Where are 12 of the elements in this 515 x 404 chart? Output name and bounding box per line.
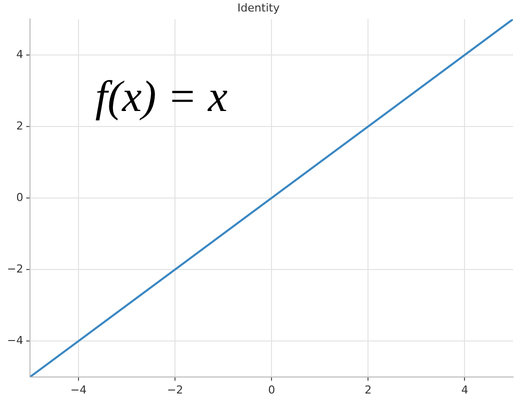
y-tick-label: −2 bbox=[6, 262, 24, 276]
x-tick-label: 2 bbox=[364, 383, 372, 396]
x-tick-label: −2 bbox=[166, 383, 184, 396]
x-tick-label: −4 bbox=[70, 383, 87, 396]
chart-title: Identity bbox=[237, 1, 280, 14]
y-tick-label: 2 bbox=[16, 119, 24, 132]
y-tick-label: −4 bbox=[6, 334, 24, 347]
annotation: f(x) = x bbox=[95, 72, 228, 122]
x-tick-label: 0 bbox=[268, 383, 276, 396]
y-tick-label: 0 bbox=[16, 190, 24, 204]
x-tick-label: 4 bbox=[461, 383, 468, 396]
y-tick-label: 4 bbox=[16, 48, 24, 61]
